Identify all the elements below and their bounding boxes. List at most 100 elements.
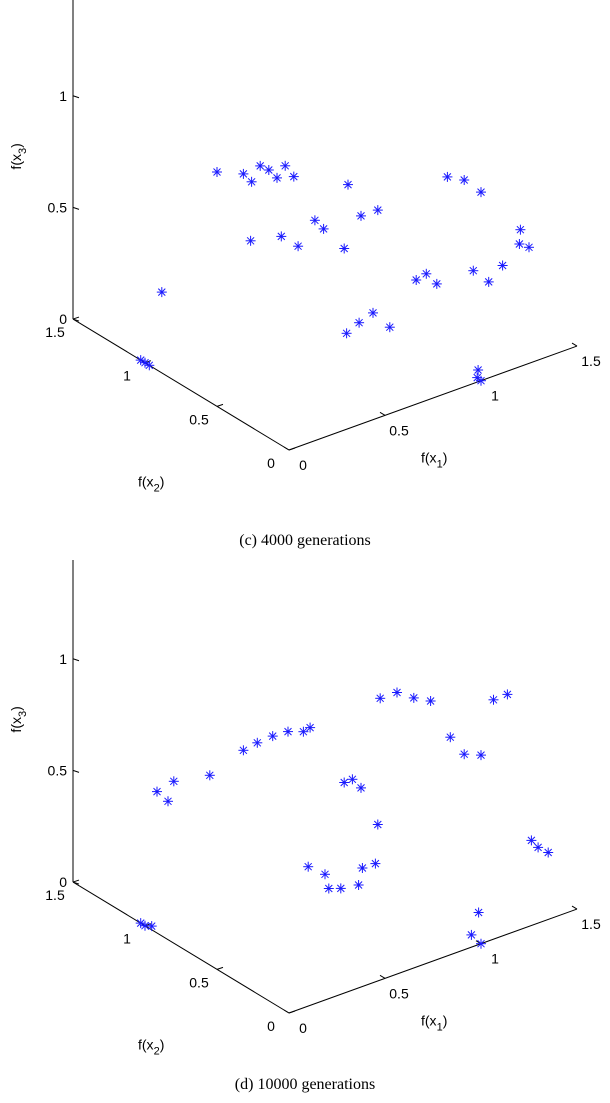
data-point bbox=[135, 355, 146, 366]
data-point bbox=[303, 861, 314, 872]
data-point bbox=[431, 278, 442, 289]
y-tick-label: 0 bbox=[267, 1018, 275, 1034]
z-tick-label: 0.5 bbox=[48, 199, 68, 215]
z-tick bbox=[72, 206, 80, 210]
data-point bbox=[473, 907, 484, 918]
y-tick-label: 0 bbox=[267, 455, 275, 471]
data-point bbox=[163, 796, 173, 807]
data-point bbox=[263, 165, 274, 175]
z-tick bbox=[72, 95, 80, 99]
z-tick-label: 0.5 bbox=[48, 762, 68, 778]
x-tick-label: 0 bbox=[299, 457, 307, 473]
z-tick bbox=[72, 658, 80, 662]
y-tick-label: 0.5 bbox=[189, 974, 209, 990]
data-point bbox=[276, 231, 287, 242]
data-point bbox=[476, 187, 486, 198]
data-point bbox=[476, 938, 486, 949]
data-point bbox=[411, 275, 422, 285]
data-point bbox=[309, 215, 320, 226]
y-tick bbox=[72, 879, 80, 883]
y-tick-label: 1 bbox=[123, 368, 131, 384]
data-point bbox=[459, 749, 470, 760]
data-point bbox=[267, 731, 278, 742]
x-tick-label: 0.5 bbox=[389, 985, 409, 1001]
data-point bbox=[543, 847, 554, 858]
data-point bbox=[421, 268, 432, 279]
x-axis-label: f(x1) bbox=[421, 1013, 447, 1034]
x-tick bbox=[571, 905, 578, 910]
panel-d: 00.511.500.511.500.511.5f(x1)f(x2)f(x3) … bbox=[0, 560, 610, 1103]
data-point bbox=[375, 693, 386, 704]
panel-c: 00.511.500.511.500.511.5f(x1)f(x2)f(x3) … bbox=[8, 0, 601, 549]
z-axis-label: f(x3) bbox=[8, 706, 29, 732]
x-tick bbox=[283, 1009, 290, 1014]
data-point bbox=[425, 696, 436, 706]
data-point bbox=[156, 287, 167, 298]
data-point bbox=[255, 160, 266, 171]
y-tick bbox=[288, 1010, 296, 1014]
data-point bbox=[497, 260, 508, 271]
scatter-plot-d: 00.511.500.511.500.511.5f(x1)f(x2)f(x3) bbox=[8, 560, 601, 1057]
data-point bbox=[144, 360, 155, 371]
y-tick bbox=[216, 966, 224, 970]
data-point bbox=[476, 750, 486, 761]
x-axis-line bbox=[288, 908, 578, 1014]
y-tick-label: 0.5 bbox=[189, 411, 209, 427]
x-axis-label: f(x1) bbox=[421, 450, 447, 471]
data-point bbox=[468, 265, 479, 276]
z-tick-label: 0 bbox=[59, 874, 67, 890]
data-point bbox=[526, 835, 537, 846]
data-point bbox=[293, 241, 304, 252]
data-point bbox=[356, 210, 366, 221]
data-point bbox=[354, 317, 365, 328]
data-point bbox=[280, 160, 291, 171]
data-point bbox=[272, 172, 282, 183]
y-axis-line bbox=[72, 318, 290, 451]
data-point bbox=[347, 774, 358, 785]
data-point bbox=[442, 171, 453, 182]
data-point bbox=[318, 223, 329, 234]
data-point bbox=[168, 776, 179, 787]
x-tick-label: 1.5 bbox=[581, 353, 601, 369]
data-point bbox=[288, 171, 299, 182]
data-point bbox=[252, 737, 263, 748]
data-point bbox=[372, 205, 383, 216]
data-point bbox=[372, 819, 383, 830]
data-point bbox=[238, 745, 249, 756]
data-point bbox=[472, 372, 483, 383]
z-tick bbox=[72, 318, 80, 322]
z-tick-label: 0 bbox=[59, 311, 67, 327]
z-tick-label: 1 bbox=[59, 88, 67, 104]
y-tick bbox=[216, 403, 224, 407]
data-point bbox=[246, 176, 257, 187]
data-point bbox=[408, 692, 419, 703]
x-tick-label: 1 bbox=[491, 388, 499, 404]
data-point bbox=[245, 235, 256, 246]
x-tick-label: 1 bbox=[491, 951, 499, 967]
data-point bbox=[370, 858, 381, 869]
data-point bbox=[212, 167, 222, 177]
y-tick-label: 1.5 bbox=[45, 324, 65, 340]
data-point bbox=[533, 842, 544, 853]
x-tick-label: 1.5 bbox=[581, 916, 601, 932]
data-point bbox=[488, 694, 499, 705]
y-tick-label: 1.5 bbox=[45, 887, 65, 903]
data-point bbox=[356, 782, 366, 793]
scatter-plot-c: 00.511.500.511.500.511.5f(x1)f(x2)f(x3) bbox=[8, 0, 601, 494]
x-tick bbox=[283, 446, 290, 451]
data-point bbox=[146, 921, 157, 932]
caption-c: (c) 4000 generations bbox=[239, 532, 371, 549]
data-point bbox=[368, 307, 378, 318]
y-tick-label: 1 bbox=[123, 931, 131, 947]
data-point bbox=[323, 883, 334, 894]
data-point bbox=[135, 918, 146, 929]
data-point bbox=[466, 929, 477, 940]
data-point bbox=[320, 869, 330, 880]
z-tick bbox=[72, 881, 80, 885]
z-tick-label: 1 bbox=[59, 651, 67, 667]
caption-d: (d) 10000 generations bbox=[234, 1076, 376, 1093]
data-point bbox=[502, 689, 513, 700]
data-point bbox=[473, 365, 484, 375]
data-point bbox=[339, 777, 350, 788]
data-point bbox=[343, 179, 353, 190]
